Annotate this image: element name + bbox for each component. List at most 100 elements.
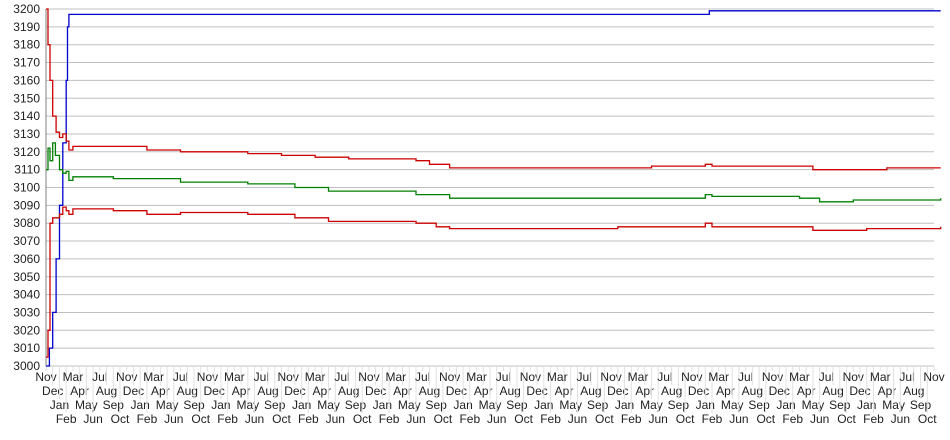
x-tick-label: Apr [151, 384, 170, 398]
x-tick-label: Jan [857, 398, 876, 412]
x-tick-label: Jun [810, 412, 829, 426]
x-tick-label: Jan [292, 398, 311, 412]
x-tick-label: Oct [918, 412, 937, 426]
x-tick-label: Jun [891, 412, 910, 426]
x-tick-label: Nov [843, 370, 864, 384]
x-tick-label: Dec [607, 384, 628, 398]
x-tick-label: Nov [197, 370, 218, 384]
x-tick-label: Dec [526, 384, 547, 398]
x-tick-label: Apr [797, 384, 816, 398]
x-tick-label: May [398, 398, 421, 412]
x-tick-label: Dec [204, 384, 225, 398]
x-tick-label: Feb [56, 412, 77, 426]
x-tick-label: Aug [177, 384, 198, 398]
x-tick-label: Aug [742, 384, 763, 398]
x-tick-label: Sep [587, 398, 609, 412]
x-tick-label: Jul [899, 370, 914, 384]
y-tick-label: 3190 [13, 20, 40, 34]
x-tick-label: Jul [819, 370, 834, 384]
y-tick-label: 3010 [13, 341, 40, 355]
x-tick-label: Mar [547, 370, 568, 384]
x-tick-label: Dec [849, 384, 870, 398]
x-tick-label: Mar [466, 370, 487, 384]
y-tick-label: 3120 [13, 145, 40, 159]
y-tick-label: 3070 [13, 234, 40, 248]
x-tick-label: Jan [131, 398, 150, 412]
x-tick-label: Mar [63, 370, 84, 384]
x-tick-label: Sep [345, 398, 367, 412]
x-tick-label: Aug [661, 384, 682, 398]
x-tick-label: Dec [42, 384, 63, 398]
gridlines [46, 8, 934, 367]
x-tick-label: Jun [83, 412, 102, 426]
x-tick-label: Jul [657, 370, 672, 384]
y-tick-label: 3020 [13, 323, 40, 337]
x-tick-label: May [640, 398, 663, 412]
x-tick-label: Jan [453, 398, 472, 412]
x-tick-label: Jul [738, 370, 753, 384]
x-tick-label: Oct [514, 412, 533, 426]
x-tick-label: Oct [272, 412, 291, 426]
x-tick-label: Apr [393, 384, 412, 398]
x-tick-label: Oct [756, 412, 775, 426]
y-axis: 3000 3010 3020 3030 3040 3050 3060 3070 3080 3090… [13, 2, 47, 373]
x-tick-label: Feb [702, 412, 723, 426]
x-tick-label: Jan [534, 398, 553, 412]
y-tick-label: 3110 [14, 163, 40, 177]
x-tick-label: May [802, 398, 825, 412]
y-tick-label: 3150 [13, 91, 40, 105]
x-tick-label: Sep [829, 398, 851, 412]
x-tick-label: Jan [373, 398, 392, 412]
y-tick-label: 3000 [13, 359, 40, 373]
x-tick-label: Aug [419, 384, 440, 398]
x-tick-label: Sep [910, 398, 932, 412]
x-tick-label: Jun [487, 412, 506, 426]
x-tick-label: Aug [500, 384, 521, 398]
x-tick-label: Apr [232, 384, 251, 398]
x-tick-label: Oct [111, 412, 130, 426]
x-tick-label: Apr [474, 384, 493, 398]
x-tick-label: Dec [284, 384, 305, 398]
x-tick-label: Jun [245, 412, 264, 426]
x-tick-label: Nov [278, 370, 299, 384]
x-tick-label: Aug [96, 384, 117, 398]
x-tick-label: May [479, 398, 502, 412]
x-tick-label: Jul [415, 370, 430, 384]
x-tick-label: Jun [649, 412, 668, 426]
x-tick-label: May [236, 398, 259, 412]
y-tick-label: 3080 [13, 216, 40, 230]
x-tick-label: Nov [762, 370, 783, 384]
x-tick-label: Feb [782, 412, 803, 426]
x-tick-label: Nov [35, 370, 56, 384]
x-tick-label: Oct [353, 412, 372, 426]
x-tick-label: Apr [312, 384, 331, 398]
x-tick-label: Sep [103, 398, 125, 412]
y-tick-label: 3170 [13, 56, 40, 70]
x-tick-label: Nov [923, 370, 944, 384]
x-tick-label: Nov [681, 370, 702, 384]
x-tick-label: May [75, 398, 98, 412]
x-tick-label: Jun [164, 412, 183, 426]
series-line-2 [46, 142, 942, 203]
x-tick-label: May [882, 398, 905, 412]
x-tick-label: Mar [224, 370, 245, 384]
x-tick-label: Mar [708, 370, 729, 384]
x-tick-label: Jul [254, 370, 269, 384]
series-line-1 [46, 8, 941, 171]
x-tick-label: Sep [183, 398, 205, 412]
x-tick-label: Feb [621, 412, 642, 426]
x-tick-label: Dec [769, 384, 790, 398]
x-tick-label: Mar [305, 370, 326, 384]
x-tick-label: Mar [628, 370, 649, 384]
y-tick-label: 3200 [13, 2, 40, 16]
x-tick-label: Sep [748, 398, 770, 412]
y-tick-label: 3050 [13, 270, 40, 284]
x-tick-label: Sep [426, 398, 448, 412]
x-tick-label: Dec [446, 384, 467, 398]
x-tick-label: Jun [326, 412, 345, 426]
x-tick-label: Apr [635, 384, 654, 398]
y-tick-label: 3040 [13, 288, 40, 302]
x-tick-label: Jul [92, 370, 107, 384]
x-tick-label: Aug [580, 384, 601, 398]
